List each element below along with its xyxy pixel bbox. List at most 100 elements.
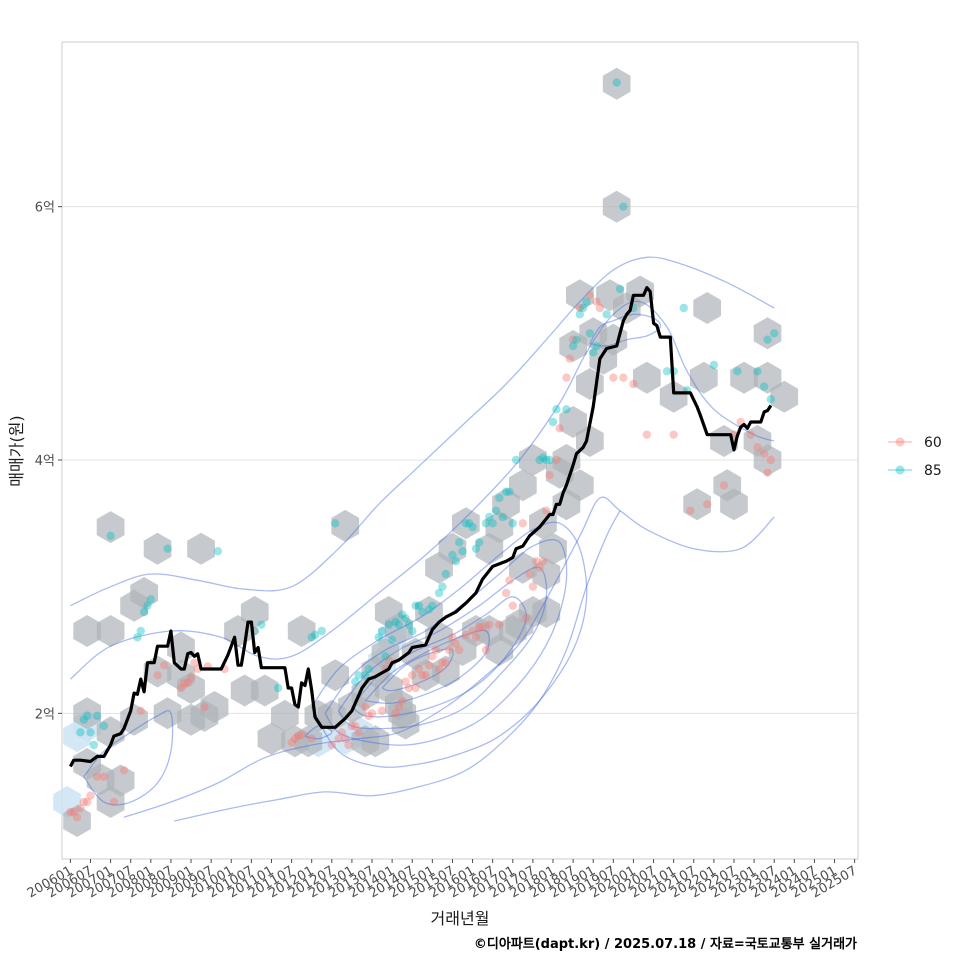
data-point-85 <box>408 626 417 636</box>
density-contour <box>174 510 621 822</box>
data-point-60 <box>183 678 192 688</box>
x-axis-title: 거래년월 <box>431 909 490 928</box>
data-point-85 <box>501 487 511 496</box>
data-point-85 <box>418 607 427 617</box>
data-point-60 <box>471 633 481 642</box>
data-point-85 <box>414 601 424 610</box>
data-point-60 <box>763 468 772 477</box>
density-contour <box>364 629 490 705</box>
series-60 <box>66 291 776 822</box>
data-point-85 <box>538 453 548 462</box>
data-point-60 <box>532 557 541 566</box>
data-point-85 <box>465 519 474 528</box>
data-point-60 <box>176 683 186 693</box>
data-point-60 <box>92 772 102 781</box>
data-point-60 <box>327 740 337 750</box>
y-tick-label: 2억 <box>35 707 55 722</box>
data-point-85 <box>354 671 363 680</box>
data-point-85 <box>163 544 172 553</box>
data-point-60 <box>307 734 316 743</box>
data-point-85 <box>82 711 92 721</box>
data-point-60 <box>82 797 92 807</box>
data-point-60 <box>200 702 209 712</box>
data-point-85 <box>759 382 769 391</box>
hexbin <box>720 488 748 521</box>
data-point-85 <box>377 626 387 636</box>
data-point-60 <box>287 738 296 747</box>
data-point-60 <box>478 623 487 632</box>
data-point-60 <box>411 683 420 693</box>
data-point-85 <box>733 367 742 376</box>
hexbin <box>431 655 460 688</box>
data-point-60 <box>545 471 554 480</box>
hexbin <box>753 361 782 394</box>
data-point-60 <box>401 677 410 686</box>
data-point-60 <box>642 430 652 439</box>
data-point-85 <box>709 360 719 370</box>
density-contour <box>83 710 174 806</box>
plot-panel <box>53 41 859 860</box>
data-point-60 <box>538 557 548 566</box>
data-point-85 <box>257 620 266 629</box>
data-point-85 <box>461 519 471 528</box>
data-point-85 <box>511 455 521 465</box>
data-point-85 <box>136 626 145 636</box>
data-point-60 <box>414 664 424 674</box>
caption: ©디아파트(dapt.kr) / 2025.07.18 / 자료=국토교통부 실… <box>474 936 857 952</box>
data-point-85 <box>615 284 625 294</box>
data-point-85 <box>213 547 223 556</box>
data-point-85 <box>391 617 400 627</box>
data-point-85 <box>770 329 779 338</box>
data-point-60 <box>109 797 119 807</box>
data-point-60 <box>746 430 755 439</box>
density-contour <box>304 725 333 740</box>
hexbin <box>633 361 661 394</box>
data-point-60 <box>119 766 129 775</box>
hexbin <box>602 190 631 223</box>
data-point-60 <box>451 639 461 648</box>
data-point-85 <box>662 367 672 376</box>
data-point-85 <box>99 721 109 731</box>
data-point-60 <box>341 734 350 743</box>
legend-label: 85 <box>924 463 942 479</box>
data-point-85 <box>79 715 88 724</box>
data-point-60 <box>592 297 601 306</box>
data-point-60 <box>595 303 605 313</box>
data-point-60 <box>364 711 373 721</box>
data-point-85 <box>330 519 340 528</box>
hexbin <box>287 615 316 647</box>
data-point-85 <box>575 310 585 319</box>
data-point-60 <box>441 658 450 667</box>
hexbin <box>602 67 631 100</box>
data-point-60 <box>153 671 162 680</box>
data-point-85 <box>364 664 373 674</box>
hexbin <box>106 764 135 797</box>
data-point-60 <box>552 455 561 465</box>
data-point-85 <box>495 493 504 503</box>
data-point-60 <box>180 678 189 688</box>
data-point-60 <box>431 645 440 655</box>
data-point-85 <box>428 601 437 610</box>
data-point-60 <box>481 645 491 655</box>
hexbin <box>240 596 269 628</box>
legend-key-point <box>895 437 905 447</box>
data-point-60 <box>438 658 447 667</box>
hexbin <box>271 699 299 732</box>
data-point-85 <box>143 601 152 610</box>
data-point-60 <box>766 455 776 465</box>
data-point-60 <box>408 671 417 680</box>
data-point-85 <box>434 588 444 598</box>
data-point-85 <box>562 405 571 414</box>
hexbin <box>770 380 799 413</box>
density-contour <box>324 538 568 746</box>
data-point-85 <box>76 728 85 737</box>
data-point-85 <box>374 633 383 642</box>
hexbin <box>73 615 101 647</box>
data-point-60 <box>454 645 464 655</box>
data-point-60 <box>72 813 82 822</box>
data-point-60 <box>495 620 504 629</box>
data-point-85 <box>451 557 461 566</box>
data-point-60 <box>468 626 477 636</box>
hexbin <box>509 551 537 584</box>
data-point-60 <box>297 730 306 740</box>
